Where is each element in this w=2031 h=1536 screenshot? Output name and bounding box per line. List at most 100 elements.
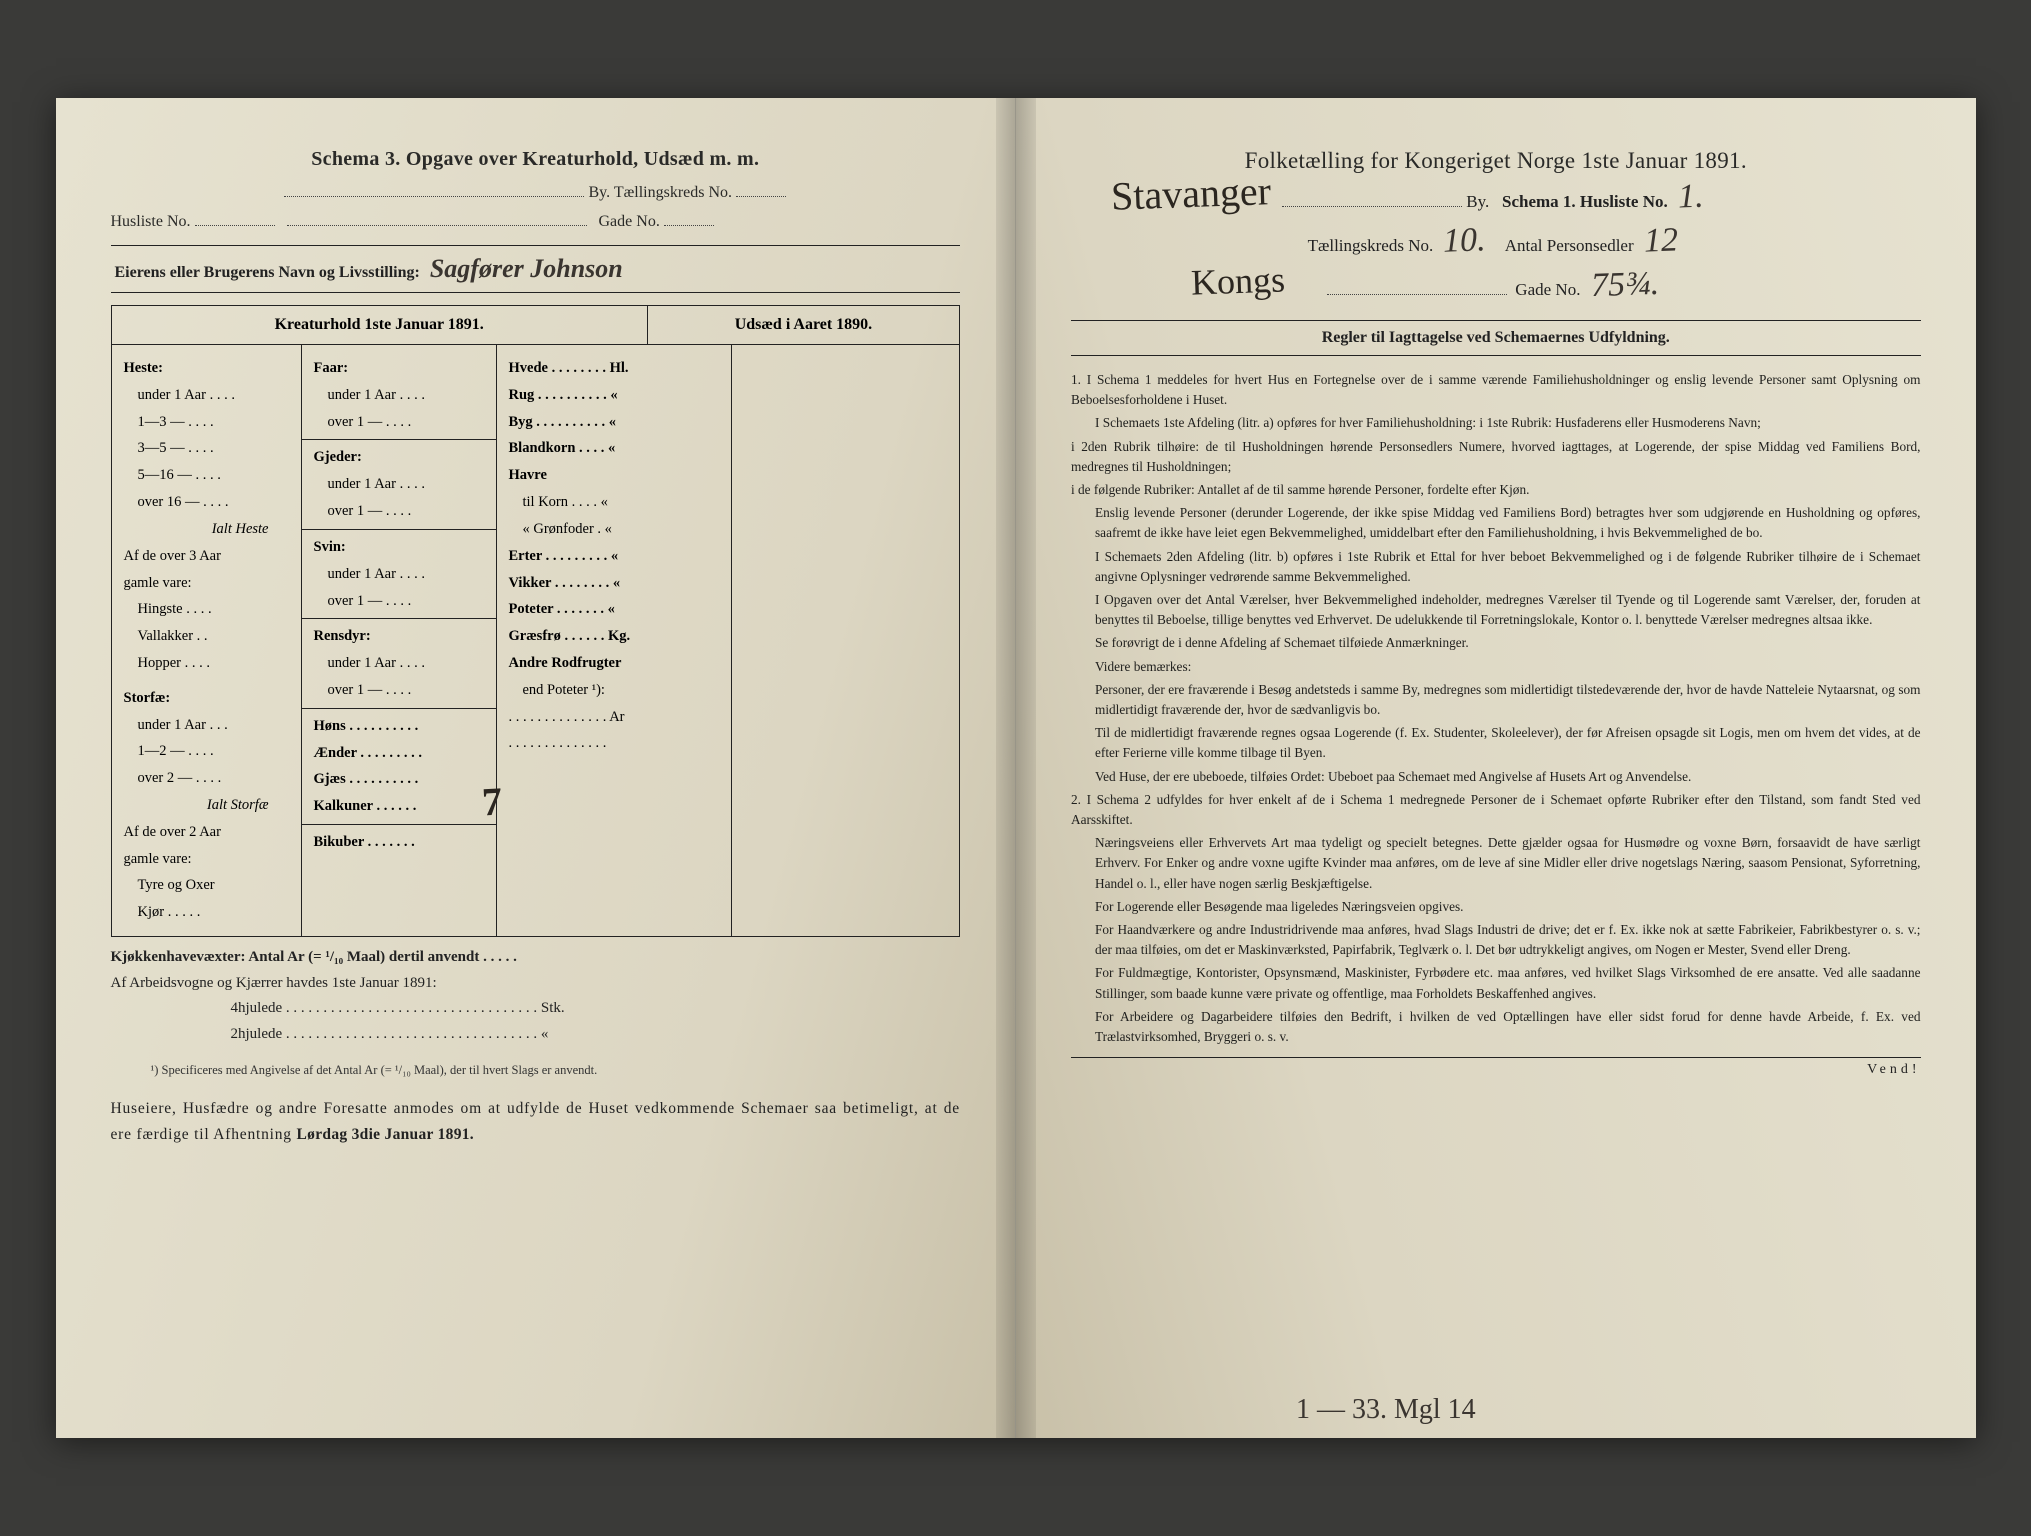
svin-label: Svin: (314, 534, 484, 561)
hopper: Hopper . . . . (124, 650, 289, 677)
personsedler-hand: 12 (1637, 221, 1684, 261)
faar-label: Faar: (314, 355, 484, 382)
gjaes: Gjæs . . . . . . . . . . (314, 766, 484, 793)
rule-1b: I Schemaets 1ste Afdeling (litr. a) opfø… (1071, 413, 1921, 433)
by-handwriting: Stavanger (1110, 167, 1271, 220)
gade-label: Gade No. (599, 213, 660, 230)
heste-o16: over 16 — . . . . (124, 489, 289, 516)
rule-1g: I Opgaven over det Antal Værelser, hver … (1071, 590, 1921, 630)
schema3-title: Schema 3. Opgave over Kreaturhold, Udsæd… (111, 148, 961, 171)
over3a: Af de over 3 Aar (124, 543, 289, 570)
over3b: gamle vare: (124, 570, 289, 597)
tyre: Tyre og Oxer (124, 872, 289, 899)
bikuber: Bikuber . . . . . . . (314, 829, 484, 856)
rule-1c: i 2den Rubrik tilhøire: de til Husholdni… (1071, 437, 1921, 477)
gjeder-u1: under 1 Aar . . . . (314, 471, 484, 498)
col-a: Heste: under 1 Aar . . . . 1—3 — . . . .… (112, 345, 302, 936)
rens-u1: under 1 Aar . . . . (314, 650, 484, 677)
byg: Byg . . . . . . . . . . « (509, 409, 719, 436)
ialt-storfae: Ialt Storfæ (124, 792, 289, 819)
heste-label: Heste: (124, 355, 289, 382)
by-print: By. (1466, 192, 1489, 211)
right-page: Folketælling for Kongeriget Norge 1ste J… (1016, 98, 1976, 1438)
over2b: gamle vare: (124, 846, 289, 873)
gronfoder: « Grønfoder . « (509, 516, 719, 543)
schema1-label: Schema 1. Husliste No. (1502, 192, 1668, 211)
gade-name-hand: Kongs (1190, 258, 1285, 303)
request-body: Huseiere, Husfædre og andre Foresatte an… (111, 1100, 961, 1143)
svin-u1: under 1 Aar . . . . (314, 561, 484, 588)
rule-2f: For Arbeidere og Dagarbeidere tilføies d… (1071, 1007, 1921, 1047)
sf-u1: under 1 Aar . . . (124, 712, 289, 739)
hons-value-handwriting: 7 (480, 778, 502, 826)
col-d-values (732, 345, 960, 936)
owner-bar: Eierens eller Brugerens Navn og Livsstil… (111, 245, 961, 293)
by-label: By. Tællingskreds No. (588, 184, 732, 201)
aender: Ænder . . . . . . . . . (314, 740, 484, 767)
gjeder-label: Gjeder: (314, 444, 484, 471)
owner-bar-label: Eierens eller Brugerens Navn og Livsstil… (115, 264, 420, 281)
faar-o1: over 1 — . . . . (314, 409, 484, 436)
storfae-label: Storfæ: (124, 685, 289, 712)
rule-1j: Personer, der ere fraværende i Besøg and… (1071, 680, 1921, 720)
rule-1f: I Schemaets 2den Afdeling (litr. b) opfø… (1071, 547, 1921, 587)
husliste-label: Husliste No. (111, 213, 191, 230)
sf-o2: over 2 — . . . . (124, 765, 289, 792)
tilkorn: til Korn . . . . « (509, 489, 719, 516)
rule-2a: 2. I Schema 2 udfyldes for hver enkelt a… (1071, 790, 1921, 830)
husliste-no-hand: 1. (1671, 177, 1710, 216)
request-deadline: Lørdag 3die Januar 1891. (297, 1126, 474, 1143)
rules-body: 1. I Schema 1 meddeles for hvert Hus en … (1071, 370, 1921, 1047)
two-wheel: 2hjulede . . . . . . . . . . . . . . . .… (111, 1022, 961, 1048)
heste-u1: under 1 Aar . . . . (124, 382, 289, 409)
kreatur-table: Kreaturhold 1ste Januar 1891. Udsæd i Aa… (111, 305, 961, 937)
rules-title: Regler til Iagttagelse ved Schemaernes U… (1071, 320, 1921, 356)
rule-1d: i de følgende Rubriker: Antallet af de t… (1071, 480, 1921, 500)
hvede: Hvede . . . . . . . . Hl. (509, 355, 719, 382)
col-c: Hvede . . . . . . . . Hl. Rug . . . . . … (497, 345, 732, 936)
kreds-label: Tællingskreds No. (1308, 236, 1434, 255)
rens-o1: over 1 — . . . . (314, 677, 484, 704)
rule-1h: Se forøvrigt de i denne Afdeling af Sche… (1071, 633, 1921, 653)
endpot: end Poteter ¹): (509, 677, 719, 704)
col-b: Faar: under 1 Aar . . . . over 1 — . . .… (302, 345, 497, 936)
margin-note: 1 — 33. Mgl 14 (1296, 1394, 1476, 1426)
heste-5-16: 5—16 — . . . . (124, 462, 289, 489)
left-page: Schema 3. Opgave over Kreaturhold, Udsæd… (56, 98, 1017, 1438)
by-row: By. Tællingskreds No. (111, 183, 961, 202)
rule-2e: For Fuldmægtige, Kontorister, Opsynsmænd… (1071, 963, 1921, 1003)
blandkorn: Blandkorn . . . . « (509, 435, 719, 462)
gadeno-hand: 75¾. (1584, 265, 1665, 306)
owner-handwriting: Sagfører Johnson (424, 254, 629, 284)
kjoer: Kjør . . . . . (124, 899, 289, 926)
census-sub-1: Stavanger By. Schema 1. Husliste No. 1. (1071, 178, 1921, 216)
husliste-row: Husliste No. Gade No. (111, 212, 961, 231)
faar-u1: under 1 Aar . . . . (314, 382, 484, 409)
hingste: Hingste . . . . (124, 596, 289, 623)
gjeder-o1: over 1 — . . . . (314, 498, 484, 525)
rule-1l: Ved Huse, der ere ubeboede, tilføies Ord… (1071, 767, 1921, 787)
kreds-hand: 10. (1437, 221, 1493, 261)
head-udsaed: Udsæd i Aaret 1890. (648, 306, 959, 345)
request-text: Huseiere, Husfædre og andre Foresatte an… (111, 1096, 961, 1149)
rule-1i: Videre bemærkes: (1071, 657, 1921, 677)
footnote: ¹) Specificeres med Angivelse af det Ant… (151, 1061, 961, 1080)
rensdyr-label: Rensdyr: (314, 623, 484, 650)
havre: Havre (509, 462, 719, 489)
vikker: Vikker . . . . . . . . « (509, 570, 719, 597)
vallakker: Vallakker . . (124, 623, 289, 650)
rule-2d: For Haandværkere og andre Industridriven… (1071, 920, 1921, 960)
androd: Andre Rodfrugter (509, 650, 719, 677)
poteter: Poteter . . . . . . . « (509, 596, 719, 623)
rule-1k: Til de midlertidigt fraværende regnes og… (1071, 723, 1921, 763)
ar-line: . . . . . . . . . . . . . . Ar (509, 704, 719, 731)
heste-3-5: 3—5 — . . . . (124, 435, 289, 462)
over2a: Af de over 2 Aar (124, 819, 289, 846)
svin-o1: over 1 — . . . . (314, 588, 484, 615)
ialt-heste: Ialt Heste (124, 516, 289, 543)
vend-label: Vend! (1071, 1057, 1921, 1078)
head-kreatur: Kreaturhold 1ste Januar 1891. (112, 306, 648, 345)
gadeno-label: Gade No. (1515, 280, 1580, 299)
document-spread: Schema 3. Opgave over Kreaturhold, Udsæd… (56, 98, 1976, 1438)
footer-block: Kjøkkenhavevæxter: Antal Ar (= ¹/₁₀ Maal… (111, 945, 961, 1047)
